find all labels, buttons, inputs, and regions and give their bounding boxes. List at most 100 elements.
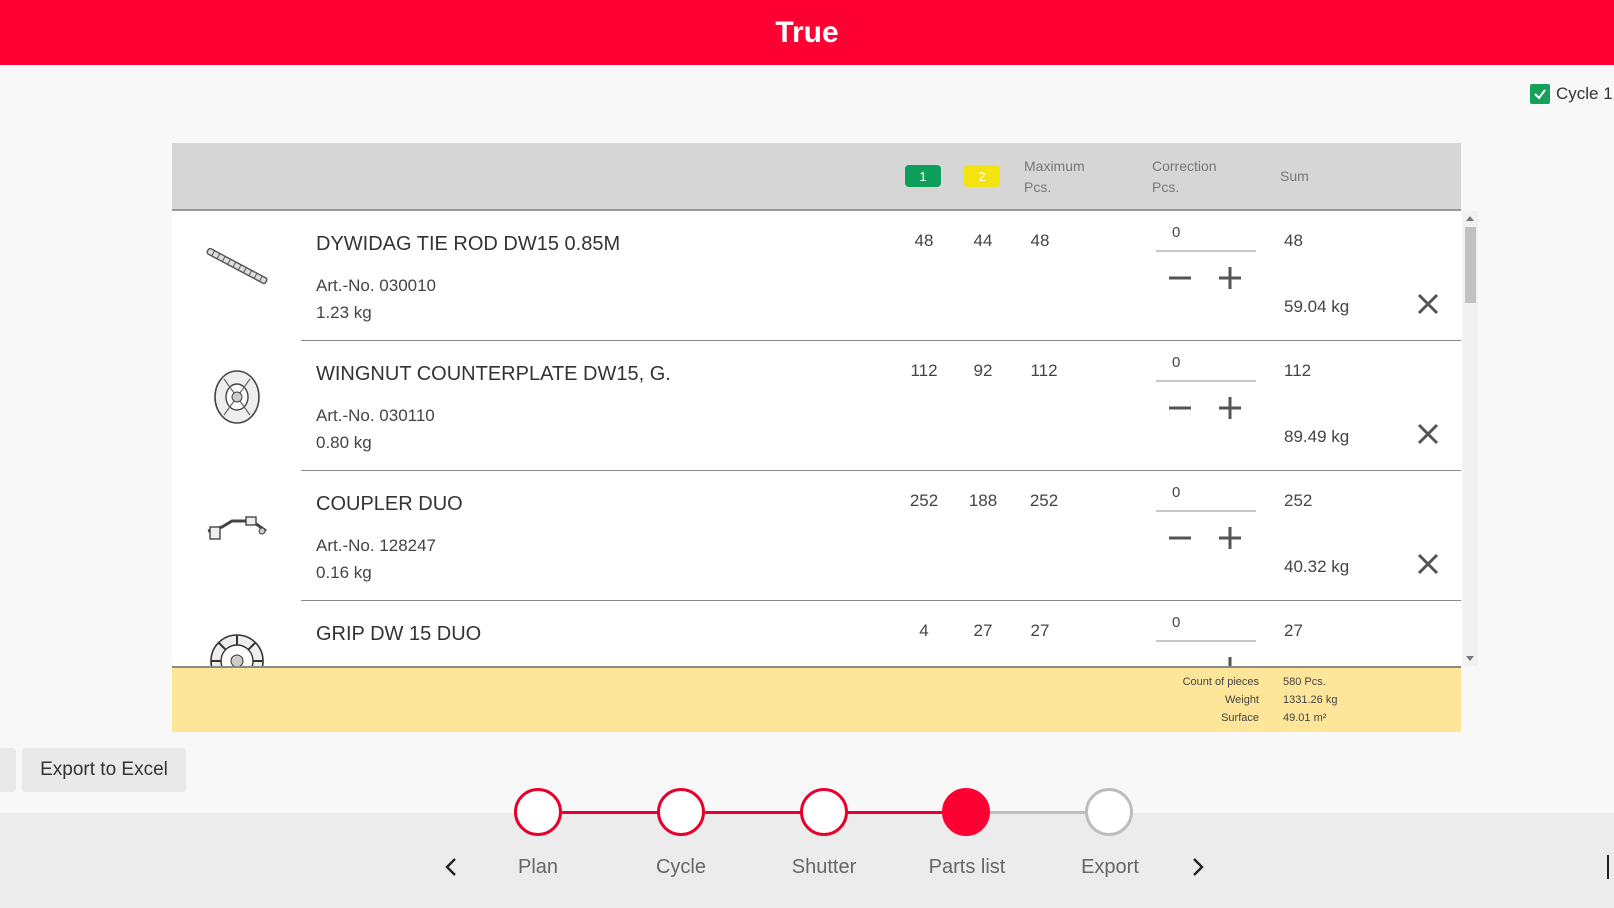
part-name: GRIP DW 15 DUO <box>316 623 482 645</box>
progress-line-done <box>562 811 952 814</box>
step-cycle-label[interactable]: Cycle <box>655 856 706 878</box>
sum-weight: 89.49 kg <box>1284 427 1350 446</box>
checkmark-icon <box>1530 84 1550 104</box>
increment-button[interactable] <box>1216 394 1244 422</box>
row-divider <box>301 340 1461 341</box>
app-header: True <box>0 0 1614 65</box>
part-weight: 0.80 kg <box>316 433 372 452</box>
table-row: GRIP DW 15 DUO 4 27 27 0 27 <box>172 601 1461 666</box>
maximum-header: Maximum Pcs. <box>1024 156 1085 198</box>
cycle-2-count: 188 <box>968 491 998 510</box>
cycle-1-count: 48 <box>914 231 934 250</box>
maximum-header-label: Maximum <box>1024 158 1085 174</box>
correction-input[interactable]: 0 <box>1156 612 1256 642</box>
count-label: Count of pieces <box>1182 676 1259 688</box>
part-name: COUPLER DUO <box>316 493 463 515</box>
sum-count: 252 <box>1284 491 1313 510</box>
correction-header-unit: Pcs. <box>1152 179 1180 195</box>
maximum-header-unit: Pcs. <box>1024 179 1052 195</box>
step-cycle-dot[interactable] <box>657 788 705 836</box>
correction-input[interactable]: 0 <box>1156 352 1256 382</box>
part-art-no: Art.-No. 128247 <box>316 536 437 555</box>
step-plan-dot[interactable] <box>514 788 562 836</box>
sum-count: 112 <box>1284 361 1312 380</box>
part-name: DYWIDAG TIE ROD DW15 0.85M <box>316 233 621 255</box>
remove-row-button[interactable] <box>1415 551 1441 577</box>
cycle-1-count: 4 <box>919 621 929 640</box>
step-export-dot[interactable] <box>1085 788 1133 836</box>
wingnut-icon <box>202 361 272 431</box>
decrement-button[interactable] <box>1166 264 1194 292</box>
cycle-1-badge: 1 <box>905 165 941 187</box>
maximum-count: 27 <box>1030 621 1050 640</box>
remove-row-button[interactable] <box>1415 421 1441 447</box>
step-shutter-label[interactable]: Shutter <box>791 856 857 878</box>
page-title: True <box>775 15 839 49</box>
cycle-checkbox[interactable]: Cycle 1 <box>1530 84 1613 104</box>
weight-label: Weight <box>1224 694 1259 706</box>
sum-count: 48 <box>1284 231 1303 250</box>
chevron-right-icon[interactable] <box>1188 855 1208 879</box>
cycle-checkbox-label: Cycle 1 <box>1556 84 1613 103</box>
part-art-no: Art.-No. 030110 <box>316 406 435 425</box>
correction-header-label: Correction <box>1152 158 1217 174</box>
cycle-2-badge: 2 <box>964 165 1000 187</box>
parts-list-table: 1 2 Maximum Pcs. Correction Pcs. Sum DYW… <box>172 143 1461 732</box>
decrement-button[interactable] <box>1166 394 1194 422</box>
cycle-2-count: 92 <box>973 361 993 380</box>
table-row: COUPLER DUO Art.-No. 128247 0.16 kg 252 … <box>172 471 1461 601</box>
parts-rows[interactable]: DYWIDAG TIE ROD DW15 0.85M Art.-No. 0300… <box>172 211 1461 666</box>
increment-button[interactable] <box>1216 524 1244 552</box>
surface-label: Surface <box>1221 712 1259 724</box>
decrement-button[interactable] <box>1166 654 1194 666</box>
table-row: DYWIDAG TIE ROD DW15 0.85M Art.-No. 0300… <box>172 211 1461 341</box>
offscreen-nav-item[interactable] <box>1607 855 1614 879</box>
increment-button[interactable] <box>1216 264 1244 292</box>
sum-weight: 40.32 kg <box>1284 557 1350 576</box>
count-value: 580 Pcs. <box>1283 676 1326 688</box>
table-row: WINGNUT COUNTERPLATE DW15, G. Art.-No. 0… <box>172 341 1461 471</box>
progress-line-todo <box>966 811 1086 814</box>
decrement-button[interactable] <box>1166 524 1194 552</box>
maximum-count: 252 <box>1029 491 1059 510</box>
scrollbar-thumb[interactable] <box>1465 227 1476 303</box>
correction-header: Correction Pcs. <box>1152 156 1217 198</box>
cycle-2-count: 44 <box>973 231 993 250</box>
step-parts-list-dot[interactable] <box>942 788 990 836</box>
row-divider <box>301 600 1461 601</box>
part-weight: 0.16 kg <box>316 563 372 582</box>
correction-input[interactable]: 0 <box>1156 482 1256 512</box>
row-divider <box>301 470 1461 471</box>
scroll-up-icon[interactable] <box>1466 216 1474 221</box>
step-parts-list-label[interactable]: Parts list <box>928 856 1006 878</box>
step-plan-label[interactable]: Plan <box>517 856 559 878</box>
part-name: WINGNUT COUNTERPLATE DW15, G. <box>316 363 671 385</box>
offscreen-button[interactable] <box>0 748 16 792</box>
remove-row-button[interactable] <box>1415 291 1441 317</box>
sum-weight: 59.04 kg <box>1284 297 1350 316</box>
sum-header: Sum <box>1280 168 1309 184</box>
maximum-count: 48 <box>1030 231 1050 250</box>
correction-input[interactable]: 0 <box>1156 222 1256 252</box>
sum-count: 27 <box>1284 621 1303 640</box>
totals-bar: Count of pieces 580 Pcs. Weight 1331.26 … <box>172 666 1461 732</box>
table-scrollbar[interactable] <box>1463 211 1478 666</box>
grip-icon <box>202 621 272 666</box>
weight-value: 1331.26 kg <box>1283 694 1338 706</box>
step-shutter-dot[interactable] <box>800 788 848 836</box>
maximum-count: 112 <box>1030 361 1058 380</box>
surface-value: 49.01 m² <box>1283 712 1327 724</box>
scroll-down-icon[interactable] <box>1466 656 1474 661</box>
part-weight: 1.23 kg <box>316 303 372 322</box>
increment-button[interactable] <box>1216 654 1244 666</box>
coupler-icon <box>202 491 272 561</box>
part-art-no: Art.-No. 030010 <box>316 276 437 295</box>
tie-rod-icon <box>202 231 272 301</box>
step-export-label[interactable]: Export <box>1081 856 1139 878</box>
cycle-1-count: 252 <box>909 491 939 510</box>
chevron-left-icon[interactable] <box>441 855 461 879</box>
cycle-2-count: 27 <box>973 621 993 640</box>
cycle-1-count: 112 <box>910 361 938 380</box>
table-header: 1 2 Maximum Pcs. Correction Pcs. Sum <box>172 143 1461 211</box>
export-to-excel-button[interactable]: Export to Excel <box>22 748 186 792</box>
